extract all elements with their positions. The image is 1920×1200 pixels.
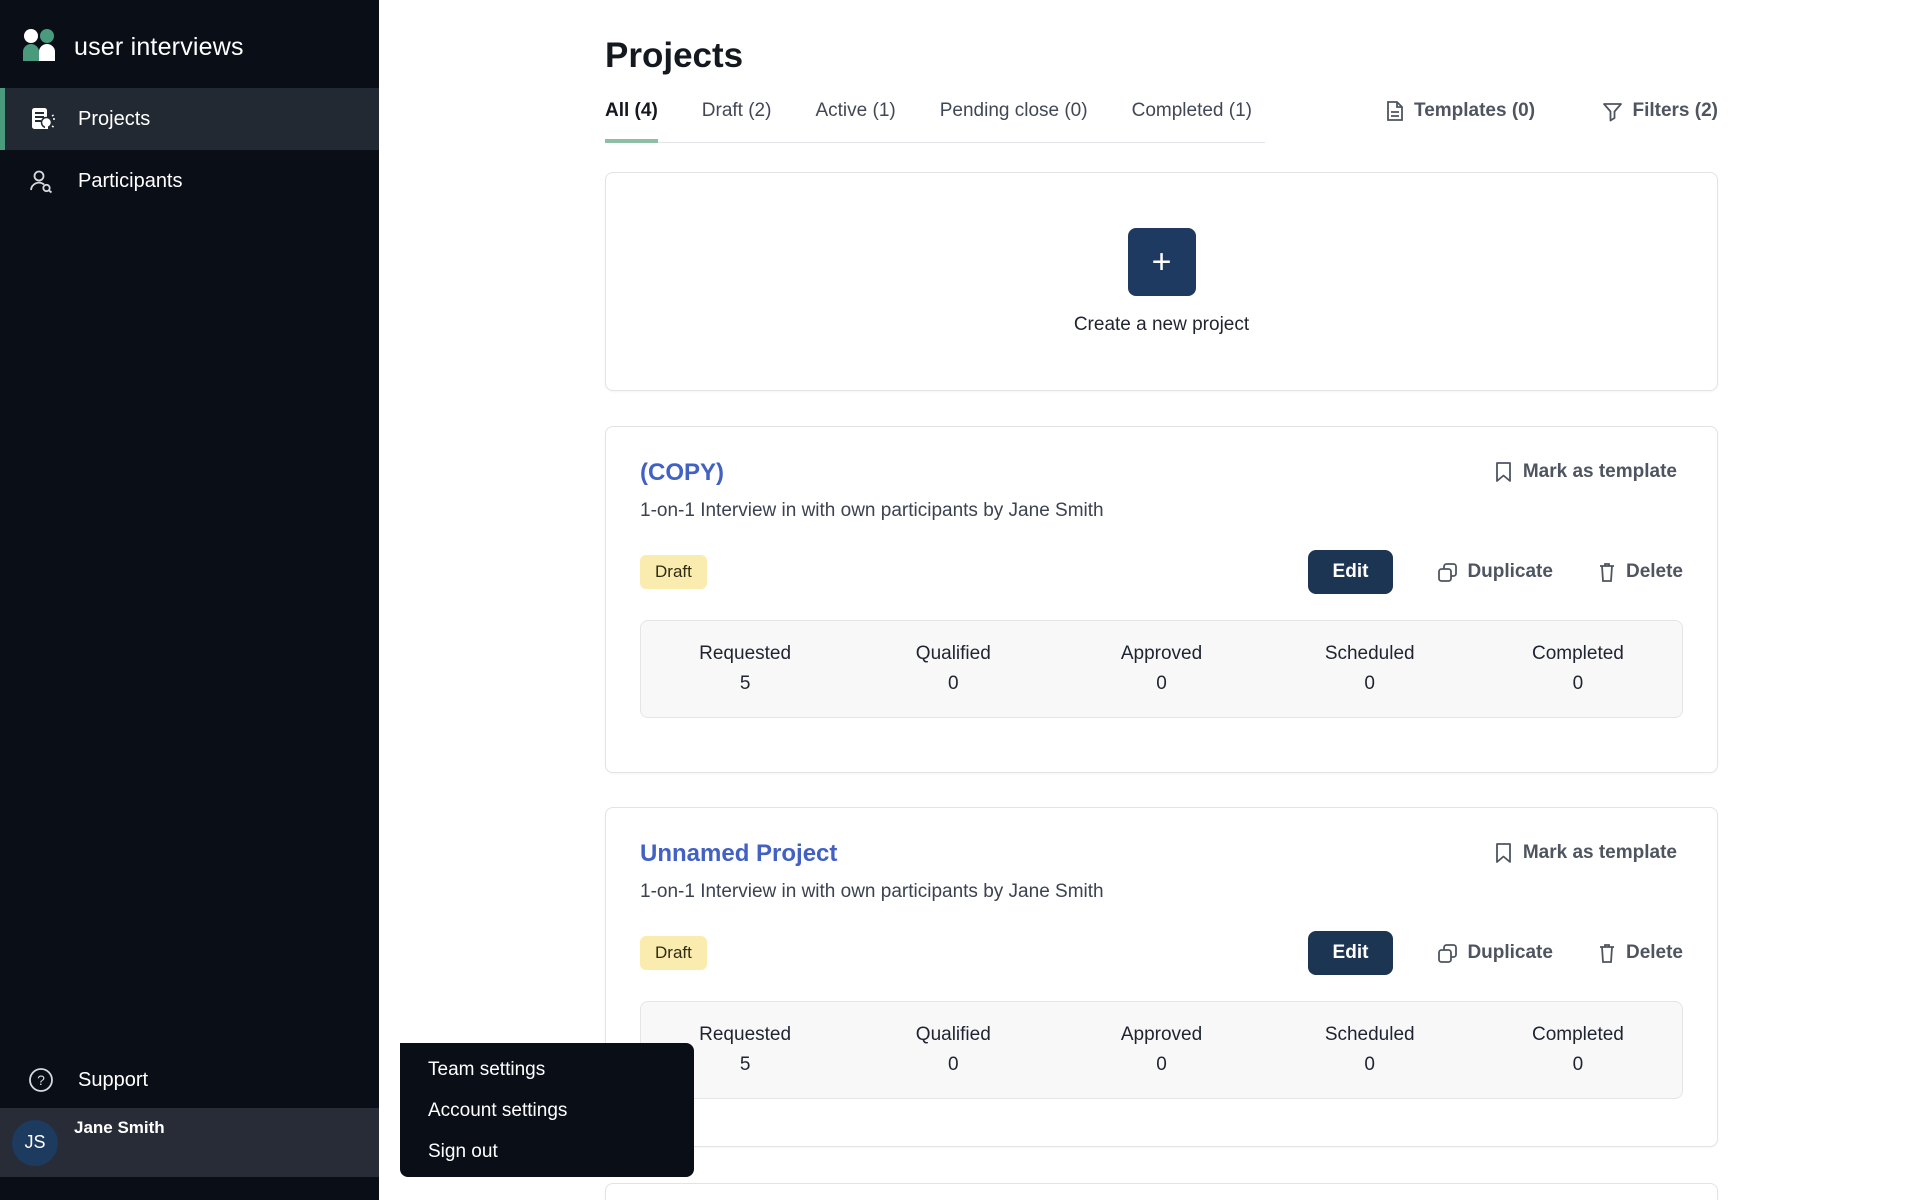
project-title-link[interactable]: Unnamed Project bbox=[640, 840, 838, 867]
stat-requested: Requested 5 bbox=[699, 643, 792, 694]
user-interviews-logo-icon bbox=[23, 29, 55, 61]
duplicate-label: Duplicate bbox=[1467, 561, 1553, 582]
toolbar: Templates (0) Filters (2) bbox=[1385, 100, 1718, 122]
status-badge: Draft bbox=[640, 555, 707, 589]
tab-draft[interactable]: Draft (2) bbox=[701, 100, 772, 121]
create-project-label[interactable]: Create a new project bbox=[1073, 313, 1250, 335]
project-actions: Edit Duplicate Delete bbox=[1307, 550, 1683, 594]
stat-scheduled: Scheduled 0 bbox=[1324, 1024, 1415, 1075]
delete-label: Delete bbox=[1625, 561, 1683, 582]
mark-as-template-button[interactable]: Mark as template bbox=[1494, 842, 1677, 864]
tab-all[interactable]: All (4) bbox=[605, 100, 658, 143]
project-actions: Edit Duplicate Delete bbox=[1307, 931, 1683, 975]
stat-requested: Requested 5 bbox=[699, 1024, 792, 1075]
stat-completed: Completed 0 bbox=[1531, 1024, 1624, 1075]
project-action-row: Draft Edit Duplicate Delete bbox=[640, 931, 1683, 975]
duplicate-icon bbox=[1438, 562, 1458, 582]
logo[interactable]: user interviews bbox=[0, 0, 379, 72]
projects-icon bbox=[26, 104, 56, 134]
duplicate-icon bbox=[1438, 943, 1458, 963]
filters-button[interactable]: Filters (2) bbox=[1602, 100, 1718, 122]
sidebar-item-label: Projects bbox=[78, 107, 151, 130]
stat-approved: Approved 0 bbox=[1120, 1024, 1203, 1075]
delete-button[interactable]: Delete bbox=[1597, 561, 1683, 583]
edit-button[interactable]: Edit bbox=[1307, 550, 1394, 594]
project-card-partial bbox=[605, 1183, 1718, 1200]
sidebar-item-projects[interactable]: Projects bbox=[0, 88, 379, 150]
avatar: JS bbox=[12, 1119, 58, 1166]
project-card: (COPY) 1-on-1 Interview in with own part… bbox=[605, 426, 1718, 773]
project-stats: Requested 5 Qualified 0 Approved 0 Sched… bbox=[640, 620, 1683, 718]
trash-icon bbox=[1599, 563, 1614, 582]
user-popup-menu: Team settings Account settings Sign out bbox=[400, 1043, 694, 1177]
delete-button[interactable]: Delete bbox=[1597, 942, 1683, 964]
sidebar-item-label: Participants bbox=[78, 169, 183, 192]
project-title-link[interactable]: (COPY) bbox=[640, 459, 724, 486]
stat-scheduled: Scheduled 0 bbox=[1324, 643, 1415, 694]
tab-completed[interactable]: Completed (1) bbox=[1131, 100, 1252, 121]
filter-funnel-icon bbox=[1603, 102, 1623, 121]
templates-button[interactable]: Templates (0) bbox=[1385, 100, 1535, 122]
tab-active[interactable]: Active (1) bbox=[815, 100, 896, 121]
stat-qualified: Qualified 0 bbox=[915, 1024, 991, 1075]
user-menu-trigger[interactable]: JS Jane Smith bbox=[0, 1108, 379, 1177]
participants-icon bbox=[26, 166, 56, 196]
menu-item-account-settings[interactable]: Account settings bbox=[428, 1099, 568, 1121]
templates-label: Templates (0) bbox=[1414, 100, 1536, 121]
status-badge: Draft bbox=[640, 936, 707, 970]
bookmark-icon bbox=[1495, 462, 1511, 482]
sidebar: user interviews Projects bbox=[0, 0, 379, 1200]
bookmark-icon bbox=[1495, 843, 1511, 863]
project-card: Unnamed Project 1-on-1 Interview in with… bbox=[605, 807, 1718, 1147]
sidebar-bottom: ? Support JS Jane Smith bbox=[0, 1052, 379, 1200]
mark-as-template-button[interactable]: Mark as template bbox=[1494, 461, 1677, 483]
trash-icon bbox=[1599, 944, 1614, 963]
support-label: Support bbox=[78, 1068, 149, 1091]
project-action-row: Draft Edit Duplicate Delete bbox=[640, 550, 1683, 594]
project-status-tabs: All (4) Draft (2) Active (1) Pending clo… bbox=[605, 100, 1265, 143]
document-icon bbox=[1387, 101, 1403, 121]
duplicate-button[interactable]: Duplicate bbox=[1437, 561, 1553, 583]
menu-item-sign-out[interactable]: Sign out bbox=[428, 1140, 498, 1162]
duplicate-button[interactable]: Duplicate bbox=[1437, 942, 1553, 964]
sidebar-item-participants[interactable]: Participants bbox=[0, 150, 379, 212]
stat-completed: Completed 0 bbox=[1531, 643, 1624, 694]
delete-label: Delete bbox=[1625, 942, 1683, 963]
project-stats: Requested 5 Qualified 0 Approved 0 Sched… bbox=[640, 1001, 1683, 1099]
duplicate-label: Duplicate bbox=[1467, 942, 1553, 963]
menu-item-team-settings[interactable]: Team settings bbox=[428, 1058, 546, 1080]
stat-qualified: Qualified 0 bbox=[915, 643, 991, 694]
tab-pending-close[interactable]: Pending close (0) bbox=[939, 100, 1088, 121]
user-name: Jane Smith bbox=[74, 1118, 165, 1137]
svg-text:?: ? bbox=[37, 1072, 45, 1088]
logo-text: user interviews bbox=[74, 32, 244, 61]
project-description: 1-on-1 Interview in with own participant… bbox=[640, 881, 1104, 902]
create-project-card: + Create a new project bbox=[605, 172, 1718, 391]
page-title: Projects bbox=[605, 36, 744, 75]
mark-as-template-label: Mark as template bbox=[1522, 842, 1677, 863]
filters-label: Filters (2) bbox=[1632, 100, 1718, 121]
sidebar-item-support[interactable]: ? Support bbox=[0, 1052, 379, 1108]
mark-as-template-label: Mark as template bbox=[1522, 461, 1677, 482]
help-icon: ? bbox=[26, 1065, 56, 1095]
stat-approved: Approved 0 bbox=[1120, 643, 1203, 694]
create-project-button[interactable]: + bbox=[1127, 227, 1196, 296]
edit-button[interactable]: Edit bbox=[1307, 931, 1394, 975]
project-description: 1-on-1 Interview in with own participant… bbox=[640, 500, 1104, 521]
